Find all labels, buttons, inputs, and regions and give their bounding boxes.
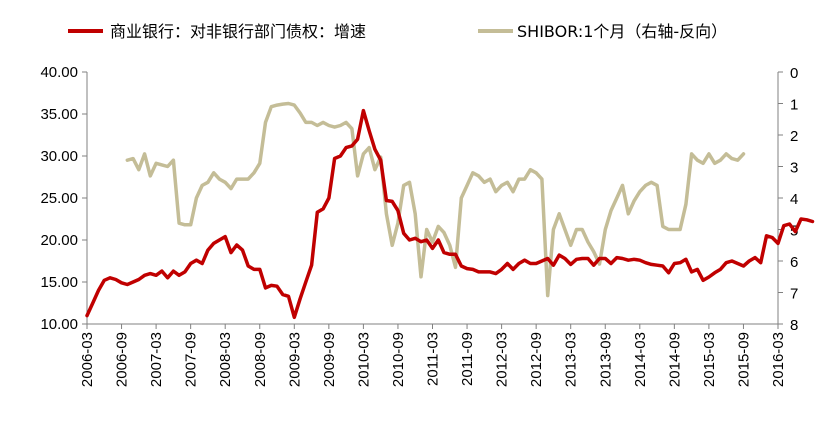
y-right-tick-label: 1 bbox=[790, 97, 798, 114]
y-left-tick-label: 25.00 bbox=[40, 190, 78, 207]
y-right-tick-label: 6 bbox=[790, 254, 798, 271]
x-tick-label: 2007-09 bbox=[183, 332, 200, 387]
x-tick-label: 2012-09 bbox=[528, 332, 545, 387]
y-left-tick-label: 30.00 bbox=[40, 148, 78, 165]
x-tick-label: 2010-09 bbox=[390, 332, 407, 387]
x-tick-label: 2006-09 bbox=[114, 332, 131, 387]
series-line-shibor bbox=[125, 101, 746, 298]
y-left-tick-label: 40.00 bbox=[40, 64, 78, 81]
series bbox=[85, 101, 815, 320]
x-tick-label: 2008-03 bbox=[217, 332, 234, 387]
y-right-tick-label: 2 bbox=[790, 128, 798, 145]
x-tick-label: 2013-03 bbox=[563, 332, 580, 387]
legend: 商业银行：对非银行部门债权：增速 SHIBOR:1个月（右轴-反向） bbox=[68, 22, 727, 41]
y-right-tick-label: 7 bbox=[790, 286, 798, 303]
legend-label-shibor: SHIBOR:1个月（右轴-反向） bbox=[517, 22, 727, 41]
x-tick-label: 2010-03 bbox=[355, 332, 372, 387]
x-tick-label: 2009-03 bbox=[286, 332, 303, 387]
x-tick-label: 2012-03 bbox=[494, 332, 511, 387]
y-right-tick-label: 0 bbox=[790, 65, 798, 82]
x-tick-label: 2006-03 bbox=[79, 332, 96, 387]
y-left-tick-label: 35.00 bbox=[40, 106, 78, 123]
x-tick-label: 2015-09 bbox=[735, 332, 752, 387]
x-tick-label: 2015-03 bbox=[701, 332, 718, 387]
x-tick-label: 2014-09 bbox=[666, 332, 683, 387]
legend-label-credit-growth: 商业银行：对非银行部门债权：增速 bbox=[110, 22, 366, 41]
y-left-tick-label: 10.00 bbox=[40, 316, 78, 333]
x-tick-label: 2016-03 bbox=[770, 332, 787, 387]
y-right-tick-label: 4 bbox=[790, 191, 798, 208]
y-left-tick-label: 20.00 bbox=[40, 232, 78, 249]
y-left-tick-label: 15.00 bbox=[40, 274, 78, 291]
x-tick-label: 2014-03 bbox=[632, 332, 649, 387]
x-tick-label: 2008-09 bbox=[252, 332, 269, 387]
y-right-tick-label: 8 bbox=[790, 317, 798, 334]
y-right-tick-label: 3 bbox=[790, 160, 798, 177]
series-line-credit-growth bbox=[85, 108, 815, 320]
axes: 10.00 15.00 20.00 25.00 30.00 35.00 40.00 0 1 2 3 4… bbox=[40, 64, 798, 387]
x-tick-label: 2011-03 bbox=[425, 332, 442, 386]
x-tick-label: 2011-09 bbox=[459, 332, 476, 386]
x-tick-label: 2007-03 bbox=[148, 332, 165, 387]
x-tick-label: 2013-09 bbox=[597, 332, 614, 387]
x-tick-label: 2009-09 bbox=[321, 332, 338, 387]
